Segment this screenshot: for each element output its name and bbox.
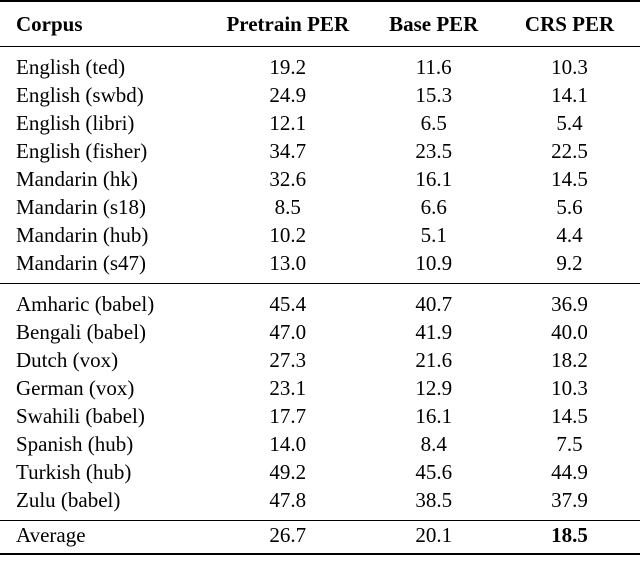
average-base: 20.1 (415, 523, 453, 547)
cell-corpus: Mandarin (hk) (16, 167, 138, 191)
group-1-body: English (ted) 19.2 11.6 10.3 English (swbd) 2… (0, 46, 640, 284)
cell-base: 6.5 (420, 111, 447, 135)
cell-pretrain: 24.9 (269, 83, 307, 107)
table-row: Dutch (vox) 27.3 21.6 18.2 (0, 346, 640, 374)
cell-base: 16.1 (415, 404, 453, 428)
table-row: Mandarin (hk) 32.6 16.1 14.5 (0, 165, 640, 193)
average-body: Average 26.7 20.1 18.5 (0, 520, 640, 554)
cell-pretrain: 32.6 (269, 167, 307, 191)
average-label: Average (16, 523, 86, 547)
table-row: English (ted) 19.2 11.6 10.3 (0, 53, 640, 81)
cell-corpus: Amharic (babel) (16, 292, 155, 316)
cell-crs: 7.5 (556, 432, 583, 456)
table-row: Turkish (hub) 49.2 45.6 44.9 (0, 458, 640, 486)
cell-corpus: English (fisher) (16, 139, 148, 163)
cell-crs: 37.9 (551, 488, 588, 512)
cell-pretrain: 19.2 (269, 55, 307, 79)
table-row: Mandarin (s18) 8.5 6.6 5.6 (0, 193, 640, 221)
header-crs-per: CRS PER (524, 12, 615, 36)
cell-corpus: Spanish (hub) (16, 432, 134, 456)
cell-pretrain: 17.7 (269, 404, 307, 428)
cell-corpus: Bengali (babel) (16, 320, 147, 344)
cell-crs: 36.9 (551, 292, 588, 316)
table-row: Spanish (hub) 14.0 8.4 7.5 (0, 430, 640, 458)
group1-spacer (0, 46, 640, 54)
cell-base: 16.1 (415, 167, 453, 191)
cell-crs: 14.1 (551, 83, 588, 107)
group2-spacer (0, 283, 640, 291)
table-row: Zulu (babel) 47.8 38.5 37.9 (0, 486, 640, 514)
cell-base: 5.1 (420, 223, 447, 247)
cell-crs: 9.2 (556, 251, 583, 275)
bottom-rule-row (0, 549, 640, 554)
cell-corpus: Mandarin (s18) (16, 195, 147, 219)
table-row: English (swbd) 24.9 15.3 14.1 (0, 81, 640, 109)
header-corpus: Corpus (16, 12, 83, 36)
cell-pretrain: 13.0 (269, 251, 307, 275)
table-row: German (vox) 23.1 12.9 10.3 (0, 374, 640, 402)
average-pretrain: 26.7 (269, 523, 307, 547)
cell-pretrain: 10.2 (269, 223, 307, 247)
table-row: English (fisher) 34.7 23.5 22.5 (0, 137, 640, 165)
header-base-per: Base PER (389, 12, 479, 36)
cell-pretrain: 23.1 (269, 376, 307, 400)
header-row: Corpus Pretrain PER Base PER CRS PER (0, 1, 640, 47)
table-row: Amharic (babel) 45.4 40.7 36.9 (0, 290, 640, 318)
group-2-body: Amharic (babel) 45.4 40.7 36.9 Bengali (babe… (0, 283, 640, 521)
cell-base: 8.4 (420, 432, 447, 456)
cell-corpus: English (ted) (16, 55, 126, 79)
cell-crs: 14.5 (551, 404, 588, 428)
average-row: Average 26.7 20.1 18.5 (0, 520, 640, 550)
cell-pretrain: 34.7 (269, 139, 307, 163)
cell-pretrain: 49.2 (269, 460, 307, 484)
cell-base: 10.9 (415, 251, 453, 275)
cell-crs: 44.9 (551, 460, 588, 484)
cell-crs: 10.3 (551, 55, 588, 79)
table-row: Mandarin (s47) 13.0 10.9 9.2 (0, 249, 640, 277)
average-crs: 18.5 (551, 523, 588, 547)
cell-crs: 18.2 (551, 348, 588, 372)
per-results-table: Corpus Pretrain PER Base PER CRS PER Eng… (0, 1, 640, 554)
table-row: Bengali (babel) 47.0 41.9 40.0 (0, 318, 640, 346)
cell-pretrain: 27.3 (269, 348, 307, 372)
cell-corpus: English (swbd) (16, 83, 144, 107)
cell-corpus: Zulu (babel) (16, 488, 121, 512)
cell-crs: 5.6 (556, 195, 583, 219)
table-row: Swahili (babel) 17.7 16.1 14.5 (0, 402, 640, 430)
cell-base: 41.9 (415, 320, 453, 344)
cell-corpus: Mandarin (hub) (16, 223, 149, 247)
cell-crs: 10.3 (551, 376, 588, 400)
cell-base: 40.7 (415, 292, 453, 316)
cell-corpus: Dutch (vox) (16, 348, 119, 372)
cell-corpus: English (libri) (16, 111, 135, 135)
cell-pretrain: 14.0 (269, 432, 307, 456)
cell-crs: 5.4 (556, 111, 583, 135)
cell-crs: 14.5 (551, 167, 588, 191)
cell-pretrain: 45.4 (269, 292, 307, 316)
cell-corpus: German (vox) (16, 376, 135, 400)
cell-crs: 22.5 (551, 139, 588, 163)
cell-pretrain: 47.0 (269, 320, 307, 344)
cell-crs: 40.0 (551, 320, 588, 344)
table-row: English (libri) 12.1 6.5 5.4 (0, 109, 640, 137)
cell-base: 15.3 (415, 83, 453, 107)
cell-corpus: Turkish (hub) (16, 460, 132, 484)
cell-pretrain: 47.8 (269, 488, 307, 512)
cell-base: 12.9 (415, 376, 453, 400)
table-row: Mandarin (hub) 10.2 5.1 4.4 (0, 221, 640, 249)
cell-crs: 4.4 (556, 223, 583, 247)
cell-base: 6.6 (420, 195, 447, 219)
header-pretrain-per: Pretrain PER (226, 12, 350, 36)
cell-pretrain: 8.5 (274, 195, 301, 219)
cell-pretrain: 12.1 (269, 111, 307, 135)
cell-corpus: Swahili (babel) (16, 404, 145, 428)
cell-base: 45.6 (415, 460, 453, 484)
cell-base: 11.6 (415, 55, 452, 79)
cell-base: 21.6 (415, 348, 453, 372)
cell-base: 23.5 (415, 139, 453, 163)
cell-base: 38.5 (415, 488, 453, 512)
cell-corpus: Mandarin (s47) (16, 251, 147, 275)
